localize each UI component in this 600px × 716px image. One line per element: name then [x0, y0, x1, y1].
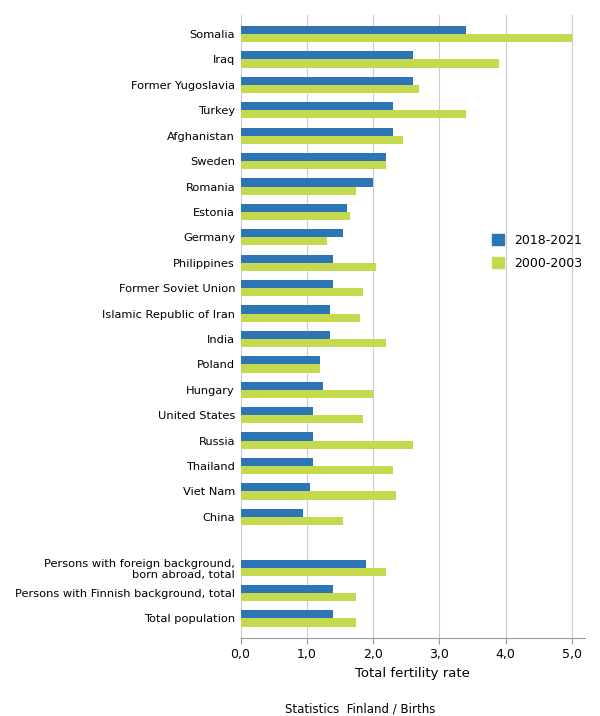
- Bar: [241, 127, 393, 136]
- Bar: [241, 161, 386, 169]
- Bar: [241, 440, 413, 449]
- Bar: [241, 34, 572, 42]
- Bar: [241, 458, 313, 466]
- X-axis label: Total fertility rate: Total fertility rate: [355, 667, 470, 679]
- Bar: [241, 280, 333, 288]
- Bar: [241, 593, 356, 601]
- Bar: [241, 59, 499, 67]
- Bar: [241, 26, 466, 34]
- Bar: [241, 390, 373, 398]
- Bar: [241, 585, 333, 593]
- Bar: [241, 263, 376, 271]
- Bar: [241, 491, 396, 500]
- Bar: [241, 568, 386, 576]
- Legend: 2018-2021, 2000-2003: 2018-2021, 2000-2003: [491, 233, 582, 269]
- Bar: [241, 610, 333, 619]
- Bar: [241, 407, 313, 415]
- Bar: [241, 187, 356, 195]
- Bar: [241, 364, 320, 372]
- Bar: [241, 102, 393, 110]
- Bar: [241, 237, 326, 246]
- Bar: [241, 517, 343, 525]
- Bar: [241, 229, 343, 237]
- Bar: [241, 619, 356, 626]
- Bar: [241, 178, 373, 187]
- Text: Statistics  Finland / Births: Statistics Finland / Births: [285, 702, 435, 715]
- Bar: [241, 559, 367, 568]
- Bar: [241, 153, 386, 161]
- Bar: [241, 110, 466, 118]
- Bar: [241, 288, 363, 296]
- Bar: [241, 77, 413, 85]
- Bar: [241, 204, 347, 212]
- Bar: [241, 509, 304, 517]
- Bar: [241, 85, 419, 93]
- Bar: [241, 52, 413, 59]
- Bar: [241, 314, 360, 321]
- Bar: [241, 357, 320, 364]
- Bar: [241, 483, 310, 491]
- Bar: [241, 212, 350, 220]
- Bar: [241, 331, 330, 339]
- Bar: [241, 432, 313, 440]
- Bar: [241, 306, 330, 314]
- Bar: [241, 415, 363, 423]
- Bar: [241, 255, 333, 263]
- Bar: [241, 339, 386, 347]
- Bar: [241, 382, 323, 390]
- Bar: [241, 136, 403, 144]
- Bar: [241, 466, 393, 474]
